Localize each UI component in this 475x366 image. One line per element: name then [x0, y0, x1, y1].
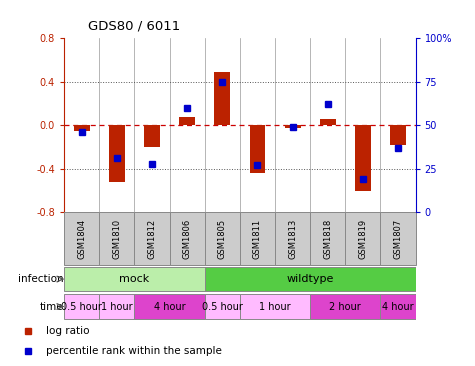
- Bar: [320, 119, 336, 125]
- Text: 0.5 hour: 0.5 hour: [202, 302, 243, 311]
- Bar: [285, 125, 301, 127]
- Bar: [109, 125, 125, 182]
- Bar: [310, 212, 345, 265]
- Bar: [240, 294, 310, 319]
- Text: 4 hour: 4 hour: [154, 302, 185, 311]
- Bar: [275, 212, 310, 265]
- Bar: [64, 294, 99, 319]
- Text: 1 hour: 1 hour: [259, 302, 291, 311]
- Bar: [99, 294, 134, 319]
- Bar: [380, 212, 416, 265]
- Text: percentile rank within the sample: percentile rank within the sample: [46, 346, 222, 356]
- Text: infection: infection: [18, 274, 64, 284]
- Bar: [249, 125, 266, 173]
- Text: time: time: [40, 302, 64, 311]
- Text: 0.5 hour: 0.5 hour: [61, 302, 102, 311]
- Text: GSM1819: GSM1819: [359, 219, 367, 259]
- Bar: [144, 125, 160, 147]
- Bar: [134, 212, 170, 265]
- Text: GSM1818: GSM1818: [323, 219, 332, 259]
- Bar: [310, 294, 380, 319]
- Bar: [205, 294, 240, 319]
- Bar: [380, 294, 416, 319]
- Bar: [390, 125, 406, 145]
- Text: mock: mock: [119, 274, 150, 284]
- Text: GSM1810: GSM1810: [113, 219, 121, 259]
- Bar: [345, 212, 380, 265]
- Text: GSM1812: GSM1812: [148, 219, 156, 259]
- Text: wildtype: wildtype: [286, 274, 334, 284]
- Bar: [99, 212, 134, 265]
- Text: GSM1811: GSM1811: [253, 219, 262, 259]
- Text: GSM1807: GSM1807: [394, 219, 402, 259]
- Bar: [74, 125, 90, 131]
- Text: 1 hour: 1 hour: [101, 302, 133, 311]
- Bar: [205, 212, 240, 265]
- Bar: [170, 212, 205, 265]
- Text: GSM1805: GSM1805: [218, 219, 227, 259]
- Bar: [214, 72, 230, 125]
- Text: log ratio: log ratio: [46, 326, 89, 336]
- Bar: [64, 212, 99, 265]
- Bar: [240, 212, 275, 265]
- Bar: [355, 125, 371, 191]
- Text: 4 hour: 4 hour: [382, 302, 414, 311]
- Bar: [134, 294, 205, 319]
- Bar: [179, 117, 195, 125]
- Text: GSM1804: GSM1804: [77, 219, 86, 259]
- Text: GDS80 / 6011: GDS80 / 6011: [88, 20, 180, 33]
- Text: GSM1806: GSM1806: [183, 219, 191, 259]
- Bar: [205, 267, 416, 291]
- Text: 2 hour: 2 hour: [330, 302, 361, 311]
- Bar: [64, 267, 205, 291]
- Text: GSM1813: GSM1813: [288, 219, 297, 259]
